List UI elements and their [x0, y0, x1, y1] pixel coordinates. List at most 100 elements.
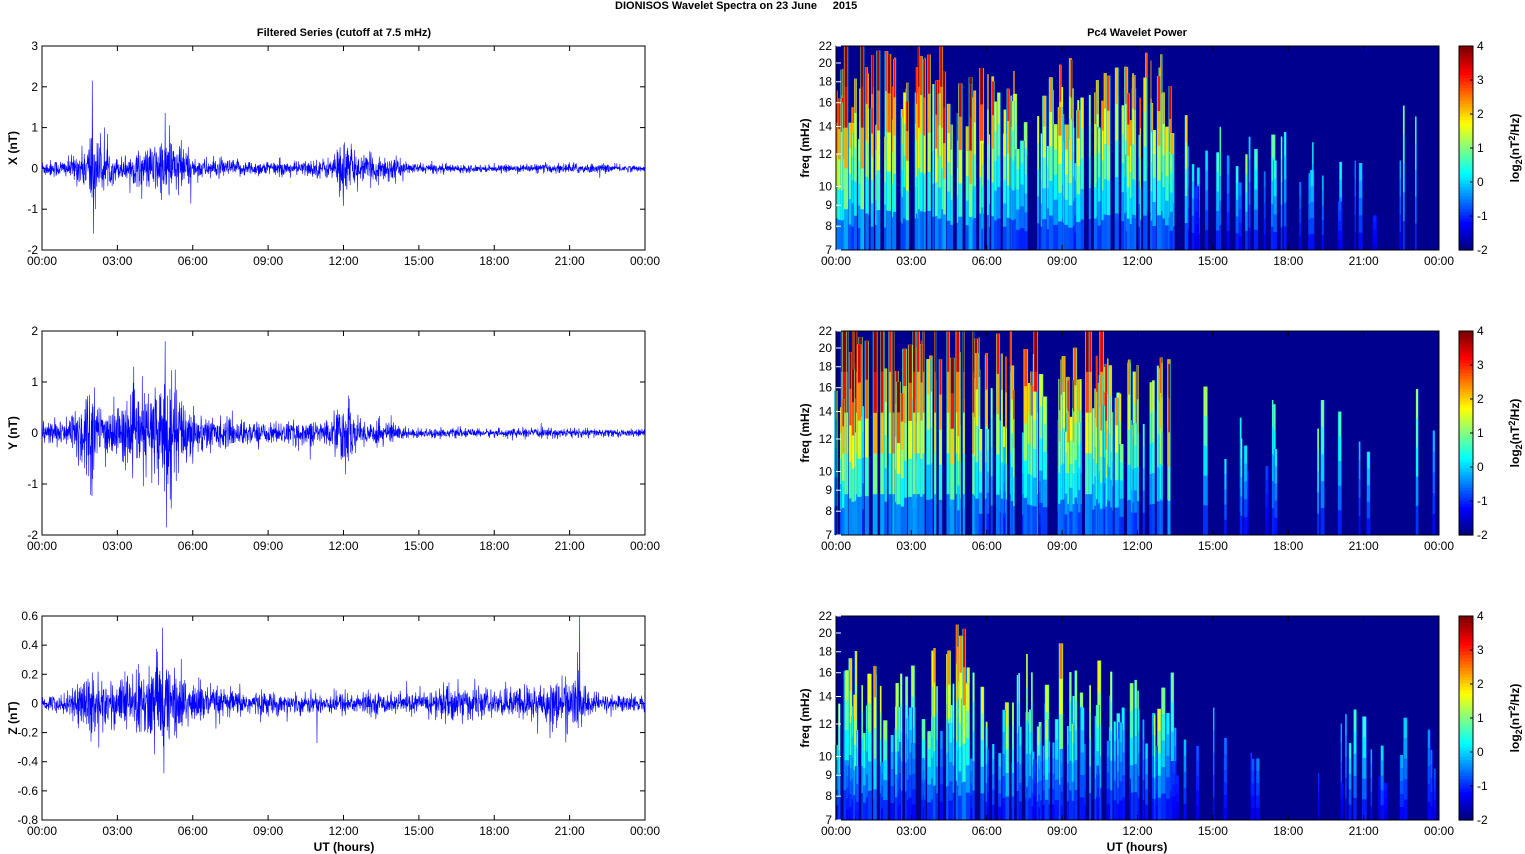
spectral-streak — [1033, 759, 1036, 772]
spectral-streak — [986, 429, 989, 451]
x-tick-label: 00:00 — [630, 254, 660, 268]
spectral-streak — [896, 683, 899, 711]
colorbar-step — [1459, 756, 1473, 761]
spectral-streak — [963, 628, 966, 668]
spectral-streak — [994, 101, 997, 132]
y-tick-label: -2 — [27, 243, 38, 257]
y-tick-label: 0.6 — [21, 609, 38, 623]
x-tick-label: 03:00 — [102, 824, 132, 838]
x-tick-label: 06:00 — [972, 254, 1002, 268]
spectral-streak — [1099, 375, 1103, 408]
x-tick-label: 12:00 — [1122, 539, 1152, 553]
x-tick-label: 09:00 — [253, 254, 283, 268]
spectral-streak — [967, 667, 970, 698]
colorbar-step — [1459, 61, 1473, 66]
spectral-streak — [1005, 356, 1007, 393]
spectral-streak — [1089, 331, 1092, 372]
spectral-streak — [1020, 140, 1024, 163]
y-tick-label: 22 — [819, 39, 833, 53]
colorbar-step — [1459, 148, 1473, 152]
spectral-streak — [1031, 751, 1035, 780]
spectral-streak — [1359, 441, 1361, 461]
spectral-streak — [1071, 723, 1074, 763]
colorbar-step — [1459, 106, 1473, 111]
spectral-streak — [1224, 757, 1227, 770]
spectral-streak — [1138, 134, 1140, 181]
x-tick-label: 12:00 — [1122, 254, 1152, 268]
spectral-streak — [1184, 739, 1186, 756]
colorbar-step — [1459, 810, 1473, 815]
colorbar-step — [1459, 794, 1473, 799]
spectral-streak — [998, 753, 1001, 767]
colorbar-step — [1459, 397, 1473, 402]
colorbar-step — [1459, 788, 1473, 792]
series-line — [41, 341, 646, 528]
spectral-streak — [1019, 726, 1022, 765]
spectral-streak — [1104, 73, 1107, 109]
spectral-streak — [1079, 379, 1082, 442]
spectral-streak — [1068, 138, 1072, 161]
spectral-streak — [1204, 386, 1207, 417]
spectral-streak — [1016, 149, 1020, 190]
colorbar-tick-label: 0 — [1477, 745, 1484, 759]
x-tick-label: 18:00 — [479, 824, 509, 838]
spectral-streak — [1142, 719, 1145, 740]
x-tick-label: 09:00 — [1047, 824, 1077, 838]
spectral-streak — [1072, 88, 1074, 121]
spectral-streak — [1076, 110, 1080, 139]
y-tick-label: 22 — [819, 609, 833, 623]
x-tick-label: 00:00 — [27, 254, 57, 268]
spectral-streak — [942, 71, 946, 108]
spectral-streak — [900, 673, 902, 704]
y-axis-label: freq (mHz) — [798, 688, 812, 747]
spectral-streak — [1034, 331, 1038, 372]
spectral-streak — [1299, 181, 1301, 196]
x-tick-label: 21:00 — [1349, 824, 1379, 838]
spectral-streak — [1362, 716, 1366, 738]
colorbar-step — [1459, 714, 1473, 719]
spectral-streak — [881, 762, 883, 774]
spectral-streak — [966, 126, 970, 152]
spectral-streak — [1339, 161, 1342, 180]
spectral-streak — [1072, 695, 1076, 746]
spectral-streak — [949, 723, 953, 763]
spectral-streak — [1248, 136, 1251, 183]
colorbar-tick-label: 1 — [1477, 711, 1484, 725]
spectral-streak — [900, 393, 904, 422]
spectral-streak — [848, 122, 852, 174]
spectral-streak — [1096, 80, 1099, 115]
spectral-streak — [931, 716, 933, 738]
spectral-streak — [866, 705, 868, 729]
spectral-streak — [1013, 71, 1015, 107]
spectral-streak — [933, 647, 936, 717]
spectral-streak — [1318, 773, 1320, 783]
spectral-streak — [1175, 775, 1179, 785]
colorbar-step — [1459, 141, 1473, 146]
spectral-streak — [1110, 396, 1112, 425]
colorbar-step — [1459, 721, 1473, 725]
spectral-streak — [1370, 749, 1372, 778]
spectral-streak — [1012, 101, 1014, 131]
spectral-streak — [1020, 140, 1024, 185]
y-tick-label: 7 — [825, 813, 832, 827]
y-tick-label: -0.2 — [17, 726, 38, 740]
spectral-streak — [1152, 380, 1155, 443]
colorbar-step — [1459, 676, 1473, 681]
colorbar-tick-label: -1 — [1477, 494, 1488, 508]
colorbar-step — [1459, 499, 1473, 504]
spectral-streak — [1432, 430, 1435, 452]
colorbar-step — [1459, 183, 1473, 187]
spectral-streak — [947, 650, 951, 685]
spectral-streak — [992, 744, 995, 760]
spectral-streak — [1016, 149, 1020, 170]
spectral-streak — [1073, 726, 1075, 745]
spectral-streak — [948, 124, 953, 175]
spectral-streak — [1053, 124, 1058, 175]
spectral-streak — [838, 98, 841, 160]
spectral-streak — [1033, 391, 1037, 450]
spectral-streak — [835, 744, 840, 775]
spectral-streak — [1049, 77, 1053, 112]
spectral-streak — [856, 331, 858, 372]
spectral-streak — [1108, 365, 1112, 400]
